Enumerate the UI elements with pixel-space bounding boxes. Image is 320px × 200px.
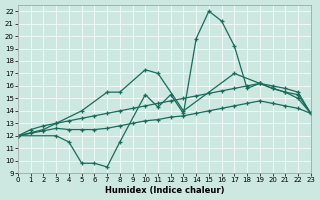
X-axis label: Humidex (Indice chaleur): Humidex (Indice chaleur) bbox=[105, 186, 224, 195]
